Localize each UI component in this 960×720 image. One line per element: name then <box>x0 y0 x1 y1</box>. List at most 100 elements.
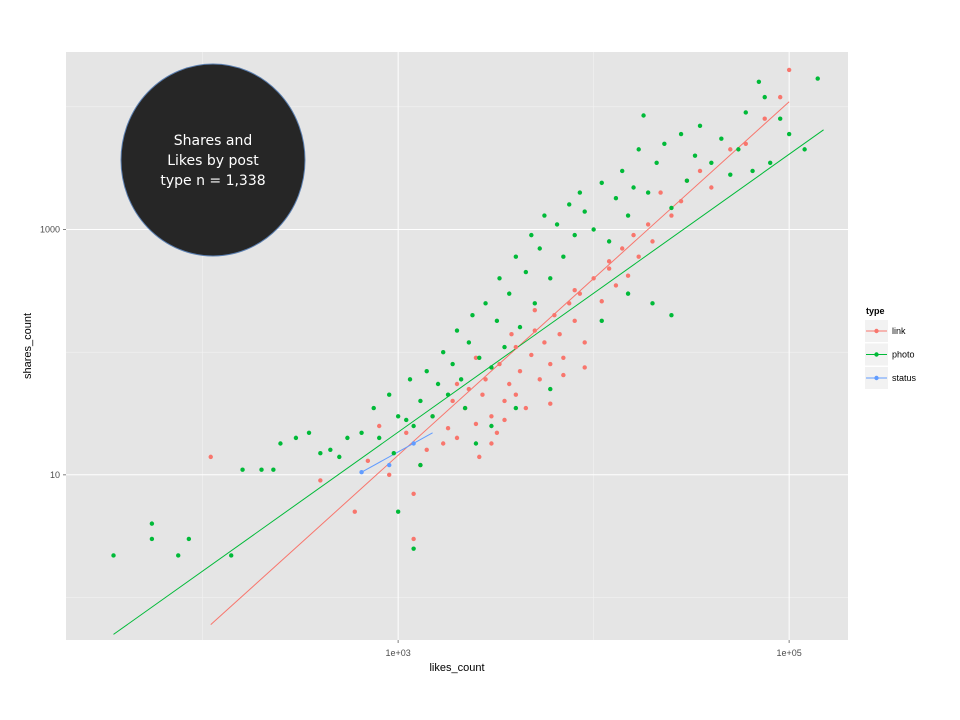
point-link <box>582 365 587 370</box>
point-link <box>489 441 494 446</box>
point-photo <box>542 213 547 218</box>
point-link <box>411 536 416 542</box>
point-photo <box>435 381 441 387</box>
point-photo <box>328 447 333 452</box>
point-link <box>404 430 409 436</box>
data-points <box>111 67 820 558</box>
point-photo <box>645 190 651 195</box>
point-link <box>473 355 479 360</box>
point-photo <box>662 141 667 146</box>
point-link <box>591 276 596 281</box>
x-tick-label: 1e+03 <box>386 648 411 658</box>
point-link <box>697 168 703 174</box>
point-photo <box>494 318 500 324</box>
point-photo <box>411 546 416 551</box>
point-photo <box>259 467 264 472</box>
point-photo <box>697 123 703 129</box>
point-photo <box>517 324 523 330</box>
point-photo <box>620 168 625 174</box>
legend-label-status: status <box>892 373 917 383</box>
point-link <box>552 313 557 318</box>
point-photo <box>240 467 245 472</box>
point-photo <box>591 227 596 232</box>
point-link <box>548 401 553 406</box>
point-link <box>631 232 636 238</box>
point-link <box>208 454 213 460</box>
point-photo <box>513 254 519 259</box>
point-link <box>778 94 783 100</box>
point-photo <box>489 365 494 370</box>
point-photo <box>462 405 468 411</box>
point-photo <box>359 430 364 436</box>
point-photo <box>186 536 192 542</box>
point-photo <box>466 340 472 345</box>
point-photo <box>278 441 283 446</box>
point-link <box>387 472 392 478</box>
point-photo <box>567 202 572 207</box>
point-photo <box>786 131 792 137</box>
point-photo <box>650 301 655 306</box>
legend-label-link: link <box>892 326 906 336</box>
point-link <box>352 509 357 514</box>
trend-line-photo <box>113 129 824 635</box>
point-photo <box>728 172 733 177</box>
point-photo <box>513 405 519 411</box>
point-photo <box>625 291 631 296</box>
point-photo <box>458 377 464 382</box>
point-photo <box>149 536 155 542</box>
legend-key-point <box>874 352 879 357</box>
point-photo <box>561 254 566 259</box>
point-photo <box>473 441 479 446</box>
point-photo <box>599 180 604 186</box>
point-photo <box>736 147 741 152</box>
point-photo <box>756 79 762 85</box>
point-photo <box>802 147 807 152</box>
point-link <box>678 199 684 204</box>
point-photo <box>395 414 401 419</box>
point-photo <box>391 451 396 456</box>
point-photo <box>306 430 312 436</box>
point-link <box>561 355 566 360</box>
point-link <box>606 266 612 271</box>
point-photo <box>750 168 755 174</box>
point-link <box>502 417 507 423</box>
point-link <box>636 254 641 259</box>
point-status <box>411 441 416 446</box>
y-tick-label: 10 <box>50 470 60 480</box>
point-photo <box>572 232 577 238</box>
point-link <box>318 478 323 483</box>
x-tick-label: 1e+05 <box>777 648 802 658</box>
point-link <box>537 377 542 382</box>
point-photo <box>111 553 116 558</box>
point-photo <box>599 318 604 324</box>
point-photo <box>450 361 455 367</box>
point-link <box>513 344 519 350</box>
point-link <box>365 458 371 464</box>
point-link <box>599 299 604 304</box>
annotation-bubble: Shares and Likes by post type n = 1,338 <box>120 63 306 257</box>
point-link <box>441 441 446 446</box>
point-photo <box>631 185 636 190</box>
point-photo <box>430 414 435 419</box>
annotation-line-1: Shares and <box>174 133 252 149</box>
point-photo <box>768 160 773 165</box>
point-link <box>625 273 631 278</box>
point-link <box>620 246 625 251</box>
point-link <box>532 328 537 333</box>
y-tick-label: 1000 <box>40 225 60 235</box>
point-photo <box>669 313 674 318</box>
point-photo <box>424 368 429 374</box>
point-photo <box>395 509 401 514</box>
point-photo <box>337 454 342 460</box>
point-photo <box>719 136 724 141</box>
point-photo <box>377 435 382 441</box>
point-photo <box>387 392 392 397</box>
point-link <box>582 340 587 345</box>
point-link <box>509 332 514 337</box>
point-photo <box>470 313 475 318</box>
point-link <box>762 116 767 121</box>
point-link <box>494 430 500 436</box>
point-link <box>480 392 485 397</box>
point-photo <box>762 94 767 100</box>
